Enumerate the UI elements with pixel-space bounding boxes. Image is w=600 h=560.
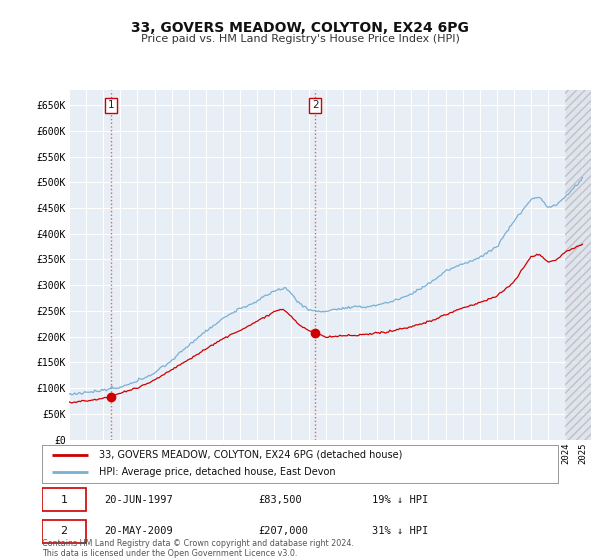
Text: £207,000: £207,000: [259, 526, 309, 536]
FancyBboxPatch shape: [42, 520, 86, 543]
FancyBboxPatch shape: [42, 488, 86, 511]
Text: Price paid vs. HM Land Registry's House Price Index (HPI): Price paid vs. HM Land Registry's House …: [140, 34, 460, 44]
Bar: [565, 90, 591, 440]
Text: 33, GOVERS MEADOW, COLYTON, EX24 6PG (detached house): 33, GOVERS MEADOW, COLYTON, EX24 6PG (de…: [99, 450, 402, 460]
Bar: [565, 90, 591, 440]
Text: 20-MAY-2009: 20-MAY-2009: [104, 526, 173, 536]
Text: £83,500: £83,500: [259, 494, 302, 505]
Text: Contains HM Land Registry data © Crown copyright and database right 2024.
This d: Contains HM Land Registry data © Crown c…: [42, 539, 354, 558]
Text: 19% ↓ HPI: 19% ↓ HPI: [372, 494, 428, 505]
Text: 33, GOVERS MEADOW, COLYTON, EX24 6PG: 33, GOVERS MEADOW, COLYTON, EX24 6PG: [131, 21, 469, 35]
Text: 1: 1: [108, 100, 115, 110]
Text: 20-JUN-1997: 20-JUN-1997: [104, 494, 173, 505]
Text: 2: 2: [61, 526, 67, 536]
Text: HPI: Average price, detached house, East Devon: HPI: Average price, detached house, East…: [99, 468, 335, 478]
Text: 31% ↓ HPI: 31% ↓ HPI: [372, 526, 428, 536]
Text: 2: 2: [312, 100, 319, 110]
Text: 1: 1: [61, 494, 67, 505]
